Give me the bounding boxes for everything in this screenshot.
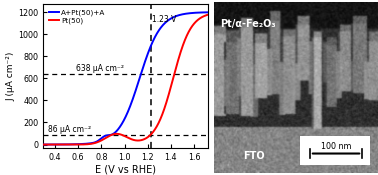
Legend: A+Pt(50)+A, Pt(50): A+Pt(50)+A, Pt(50) [47, 8, 107, 26]
Y-axis label: J (μA cm⁻²): J (μA cm⁻²) [7, 51, 16, 101]
Text: 1.23 V: 1.23 V [152, 15, 176, 24]
FancyBboxPatch shape [300, 135, 370, 165]
Text: FTO: FTO [243, 151, 265, 161]
Text: Pt/α-Fe₂O₃: Pt/α-Fe₂O₃ [220, 19, 276, 29]
X-axis label: E (V vs RHE): E (V vs RHE) [95, 164, 156, 174]
Text: 638 μA cm⁻²: 638 μA cm⁻² [76, 64, 124, 73]
Text: 100 nm: 100 nm [321, 142, 351, 150]
Text: 86 μA cm⁻²: 86 μA cm⁻² [48, 125, 91, 134]
